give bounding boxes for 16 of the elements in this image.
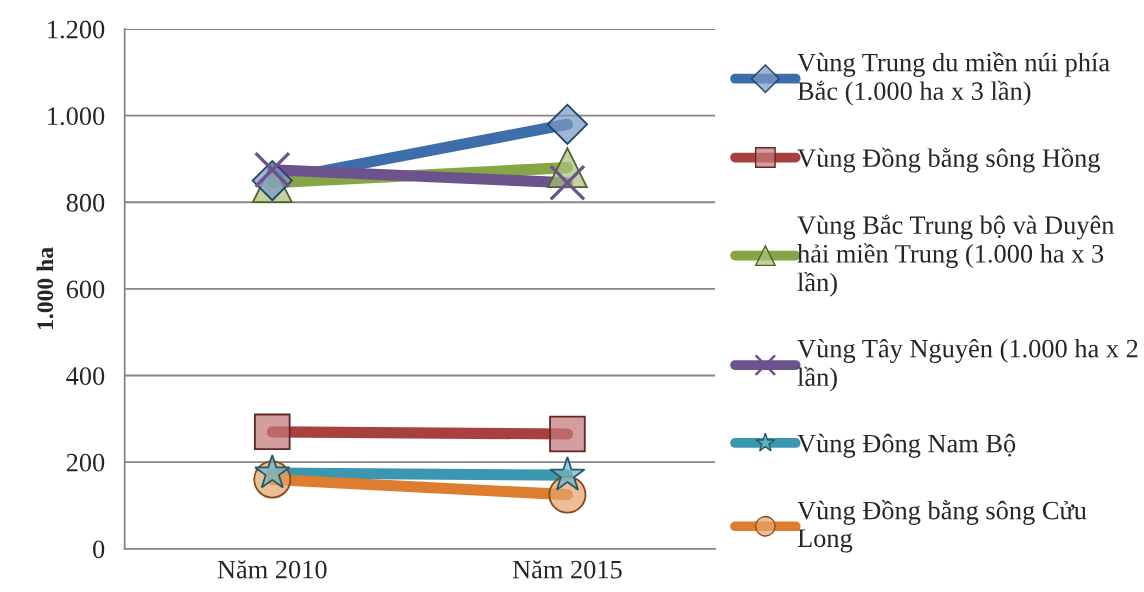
y-tick-label: 1.000	[48, 107, 105, 126]
legend-label: Vùng Đồng bằng sông Hồng	[797, 147, 1100, 173]
y-tick-label: 800	[66, 193, 105, 212]
legend-label: Vùng Trung du miền núi phía Bắc (1.000 ha x 3 lần)	[797, 52, 1110, 106]
legend-label: Vùng Tây Nguyên (1.000 ha x 2 lần)	[797, 338, 1138, 392]
legend-label: Vùng Đồng bằng sông Cửu Long	[797, 500, 1087, 553]
y-tick-label: 0	[93, 540, 105, 559]
y-tick-label: 400	[66, 367, 105, 385]
y-axis-title: 1.000 ha	[36, 247, 54, 329]
legend-label: Vùng Bắc Trung bộ và Duyên hải miền Trung (1.000 ha x 3 lần)	[797, 214, 1115, 297]
y-tick-label: 1.200	[48, 20, 105, 39]
y-tick-label: 200	[66, 453, 105, 472]
x-tick-label: Năm 2010	[217, 560, 327, 579]
legend-label: Vùng Đông Nam Bộ	[797, 433, 1016, 458]
y-tick-label: 600	[66, 280, 105, 299]
x-tick-label: Năm 2015	[512, 560, 622, 579]
